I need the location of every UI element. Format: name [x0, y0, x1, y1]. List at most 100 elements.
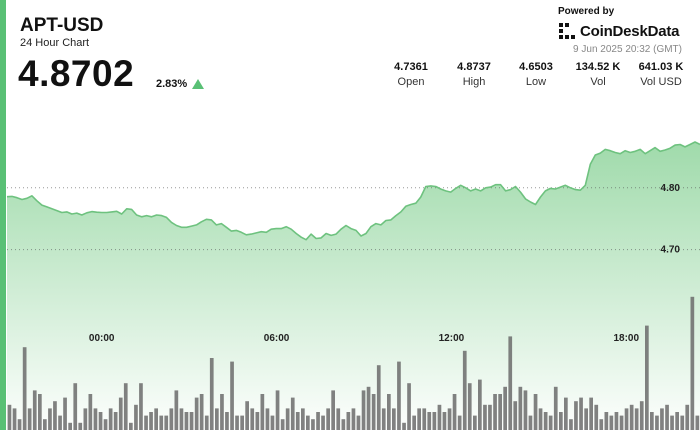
volume-bar [164, 415, 169, 430]
accent-bar [0, 0, 6, 430]
volume-bar [189, 412, 194, 430]
volume-bar [381, 408, 386, 430]
volume-bar [402, 422, 406, 430]
volume-bar [538, 408, 543, 430]
volume-bar [63, 397, 67, 430]
volume-bar [503, 386, 507, 430]
volume-bar [488, 404, 492, 430]
volume-bar [650, 412, 654, 430]
volume-bar [154, 408, 158, 430]
stat-open-value: 4.7361 [394, 61, 428, 73]
volume-bar [422, 408, 427, 430]
volume-bar [407, 383, 411, 430]
volume-bar [559, 412, 563, 430]
volume-bar [508, 336, 513, 430]
volume-bar [98, 412, 103, 430]
volume-bar [387, 394, 391, 430]
y-tick-label: 4.70 [661, 245, 681, 256]
volume-bar [83, 408, 88, 430]
volume-bar [12, 408, 17, 430]
volume-bar [184, 412, 189, 430]
volume-bar [584, 408, 588, 430]
volume-bar [397, 361, 401, 430]
volume-bar [194, 397, 199, 430]
stat-vol-usd: 641.03 K Vol USD [626, 61, 696, 88]
volume-bar [48, 408, 52, 430]
volume-bar [174, 390, 179, 430]
volume-bar [129, 422, 133, 430]
volume-bar [655, 415, 659, 430]
volume-bar [341, 419, 346, 430]
volume-bar [260, 394, 265, 430]
volume-bar [361, 390, 366, 430]
x-tick-label: 12:00 [439, 333, 465, 344]
volume-bar [27, 408, 32, 430]
volume-bar [53, 401, 57, 430]
volume-bar [250, 408, 255, 430]
volume-bar [483, 404, 487, 430]
volume-bar [113, 412, 118, 430]
volume-bar [452, 394, 457, 430]
volume-bar [634, 408, 639, 430]
volume-bar [179, 408, 184, 430]
volume-bar [295, 412, 300, 430]
volume-bar [548, 415, 553, 430]
volume-bar [301, 408, 305, 430]
volume-bar [543, 412, 548, 430]
volume-bar [68, 422, 72, 430]
volume-bar [609, 415, 614, 430]
volume-bar [316, 412, 320, 430]
volume-bar [447, 408, 452, 430]
volume-bar [493, 394, 497, 430]
volume-bar [437, 404, 442, 430]
stat-low-value: 4.6503 [519, 61, 553, 73]
volume-bar [336, 408, 341, 430]
volume-bar [442, 412, 447, 430]
volume-bar [599, 419, 604, 430]
coindesk-logo-icon [559, 23, 575, 39]
volume-bar [523, 390, 528, 430]
chart-period-label: 24 Hour Chart [20, 37, 90, 49]
volume-bar [290, 397, 295, 430]
price-change-percent: 2.83% [156, 78, 188, 90]
y-tick-label: 4.80 [661, 183, 681, 194]
volume-bar [199, 394, 204, 430]
volume-bar [215, 408, 219, 430]
stat-high-value: 4.8737 [457, 61, 491, 73]
volume-bar [220, 394, 224, 430]
volume-bar [680, 415, 685, 430]
coindesk-logo: CoinDeskData [558, 20, 679, 42]
volume-bar [265, 408, 270, 430]
volume-bar [660, 408, 664, 430]
volume-bar [22, 347, 27, 430]
volume-bar [376, 365, 381, 430]
stat-vol-label: Vol [590, 76, 606, 88]
volume-bar [614, 412, 619, 430]
volume-bar [285, 408, 290, 430]
price-line [6, 141, 700, 241]
volume-bar [275, 390, 280, 430]
stat-vol-usd-label: Vol USD [640, 76, 682, 88]
volume-bar [58, 415, 62, 430]
stat-low: 4.6503 Low [501, 61, 571, 88]
stat-open: 4.7361 Open [376, 61, 446, 88]
stat-vol-usd-value: 641.03 K [638, 61, 684, 73]
volume-bar [88, 394, 93, 430]
volume-bar [594, 404, 599, 430]
volume-bar [326, 408, 330, 430]
volume-bar [604, 412, 609, 430]
volume-bar [159, 415, 164, 430]
volume-bar [675, 412, 679, 430]
volume-bar [108, 408, 113, 430]
volume-bar [204, 415, 209, 430]
volume-bar [43, 419, 47, 430]
volume-bar [351, 408, 356, 430]
volume-bar [427, 412, 432, 430]
volume-bar [371, 394, 376, 430]
volume-bar [579, 397, 583, 430]
volume-bar [467, 383, 472, 430]
volume-bar [306, 415, 310, 430]
volume-bar [103, 419, 108, 430]
volume-bar [589, 397, 593, 430]
volume-bar [518, 386, 523, 430]
